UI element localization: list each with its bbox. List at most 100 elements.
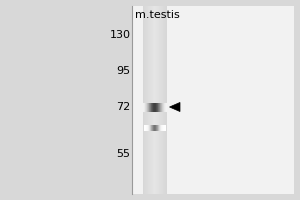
Bar — [155, 125, 156, 131]
Bar — [153, 103, 154, 112]
Bar — [158, 103, 159, 112]
Bar — [154, 103, 155, 112]
Bar — [149, 6, 150, 194]
Bar — [146, 6, 147, 194]
Bar — [155, 103, 156, 112]
Bar — [152, 125, 153, 131]
Bar — [157, 103, 158, 112]
Text: 72: 72 — [116, 102, 130, 112]
Bar — [144, 6, 145, 194]
Bar — [143, 103, 144, 112]
Bar — [155, 103, 156, 112]
Text: 55: 55 — [116, 149, 130, 159]
Bar — [156, 6, 157, 194]
Bar — [161, 103, 162, 112]
Bar — [158, 125, 159, 131]
Bar — [149, 125, 150, 131]
Bar — [156, 6, 157, 194]
Bar — [149, 103, 150, 112]
Bar — [157, 125, 158, 131]
Bar — [150, 103, 151, 112]
Bar — [161, 103, 162, 112]
Text: m.testis: m.testis — [135, 10, 180, 20]
Bar — [161, 125, 162, 131]
Bar — [154, 6, 155, 194]
Bar — [143, 6, 144, 194]
Bar — [161, 6, 162, 194]
Bar — [149, 103, 150, 112]
Bar — [160, 103, 161, 112]
Bar — [163, 125, 164, 131]
Bar — [160, 125, 161, 131]
Bar — [163, 103, 164, 112]
Bar — [159, 125, 160, 131]
Bar — [157, 125, 158, 131]
Bar — [165, 103, 166, 112]
Bar — [148, 125, 149, 131]
Bar — [154, 103, 155, 112]
Bar — [146, 125, 147, 131]
Bar — [162, 6, 163, 194]
Bar — [158, 6, 159, 194]
Bar — [154, 103, 155, 112]
Bar — [151, 125, 152, 131]
Bar — [150, 6, 151, 194]
Bar — [153, 103, 154, 112]
Bar — [159, 6, 160, 194]
Bar — [155, 6, 156, 194]
Bar — [164, 125, 165, 131]
Bar — [165, 6, 166, 194]
Bar — [146, 103, 147, 112]
Bar — [152, 103, 153, 112]
Polygon shape — [169, 102, 180, 112]
Bar — [159, 125, 160, 131]
Bar — [156, 103, 157, 112]
Bar — [160, 6, 161, 194]
Bar — [145, 125, 146, 131]
Bar — [143, 103, 144, 112]
Bar — [166, 6, 167, 194]
Bar — [146, 103, 147, 112]
Bar — [154, 125, 155, 131]
Text: 95: 95 — [116, 66, 130, 76]
Bar — [146, 6, 147, 194]
Bar — [147, 103, 148, 112]
Bar — [165, 103, 166, 112]
Bar — [147, 103, 148, 112]
Bar — [147, 125, 148, 131]
Bar — [164, 103, 165, 112]
Bar — [144, 103, 145, 112]
Bar — [157, 103, 158, 112]
Bar — [160, 103, 161, 112]
Bar — [145, 6, 146, 194]
Bar — [150, 125, 151, 131]
Bar — [148, 103, 149, 112]
Bar — [146, 125, 147, 131]
Bar — [152, 103, 153, 112]
Bar — [158, 6, 159, 194]
Bar — [145, 103, 146, 112]
Bar — [148, 125, 149, 131]
Bar — [157, 6, 158, 194]
Bar — [159, 6, 160, 194]
Bar — [162, 103, 163, 112]
Bar — [151, 6, 152, 194]
Bar — [165, 125, 166, 131]
Bar — [148, 6, 149, 194]
Bar — [156, 103, 157, 112]
Bar — [144, 125, 145, 131]
Bar — [148, 103, 149, 112]
Bar — [142, 6, 143, 194]
Bar — [144, 125, 145, 131]
Bar — [149, 125, 150, 131]
Bar — [160, 125, 161, 131]
Bar — [159, 103, 160, 112]
Text: 130: 130 — [110, 30, 130, 40]
Bar — [132, 6, 294, 194]
Bar — [156, 125, 157, 131]
Bar — [153, 125, 154, 131]
Bar — [147, 6, 148, 194]
Bar — [150, 125, 151, 131]
Bar — [147, 6, 148, 194]
Bar — [151, 103, 152, 112]
